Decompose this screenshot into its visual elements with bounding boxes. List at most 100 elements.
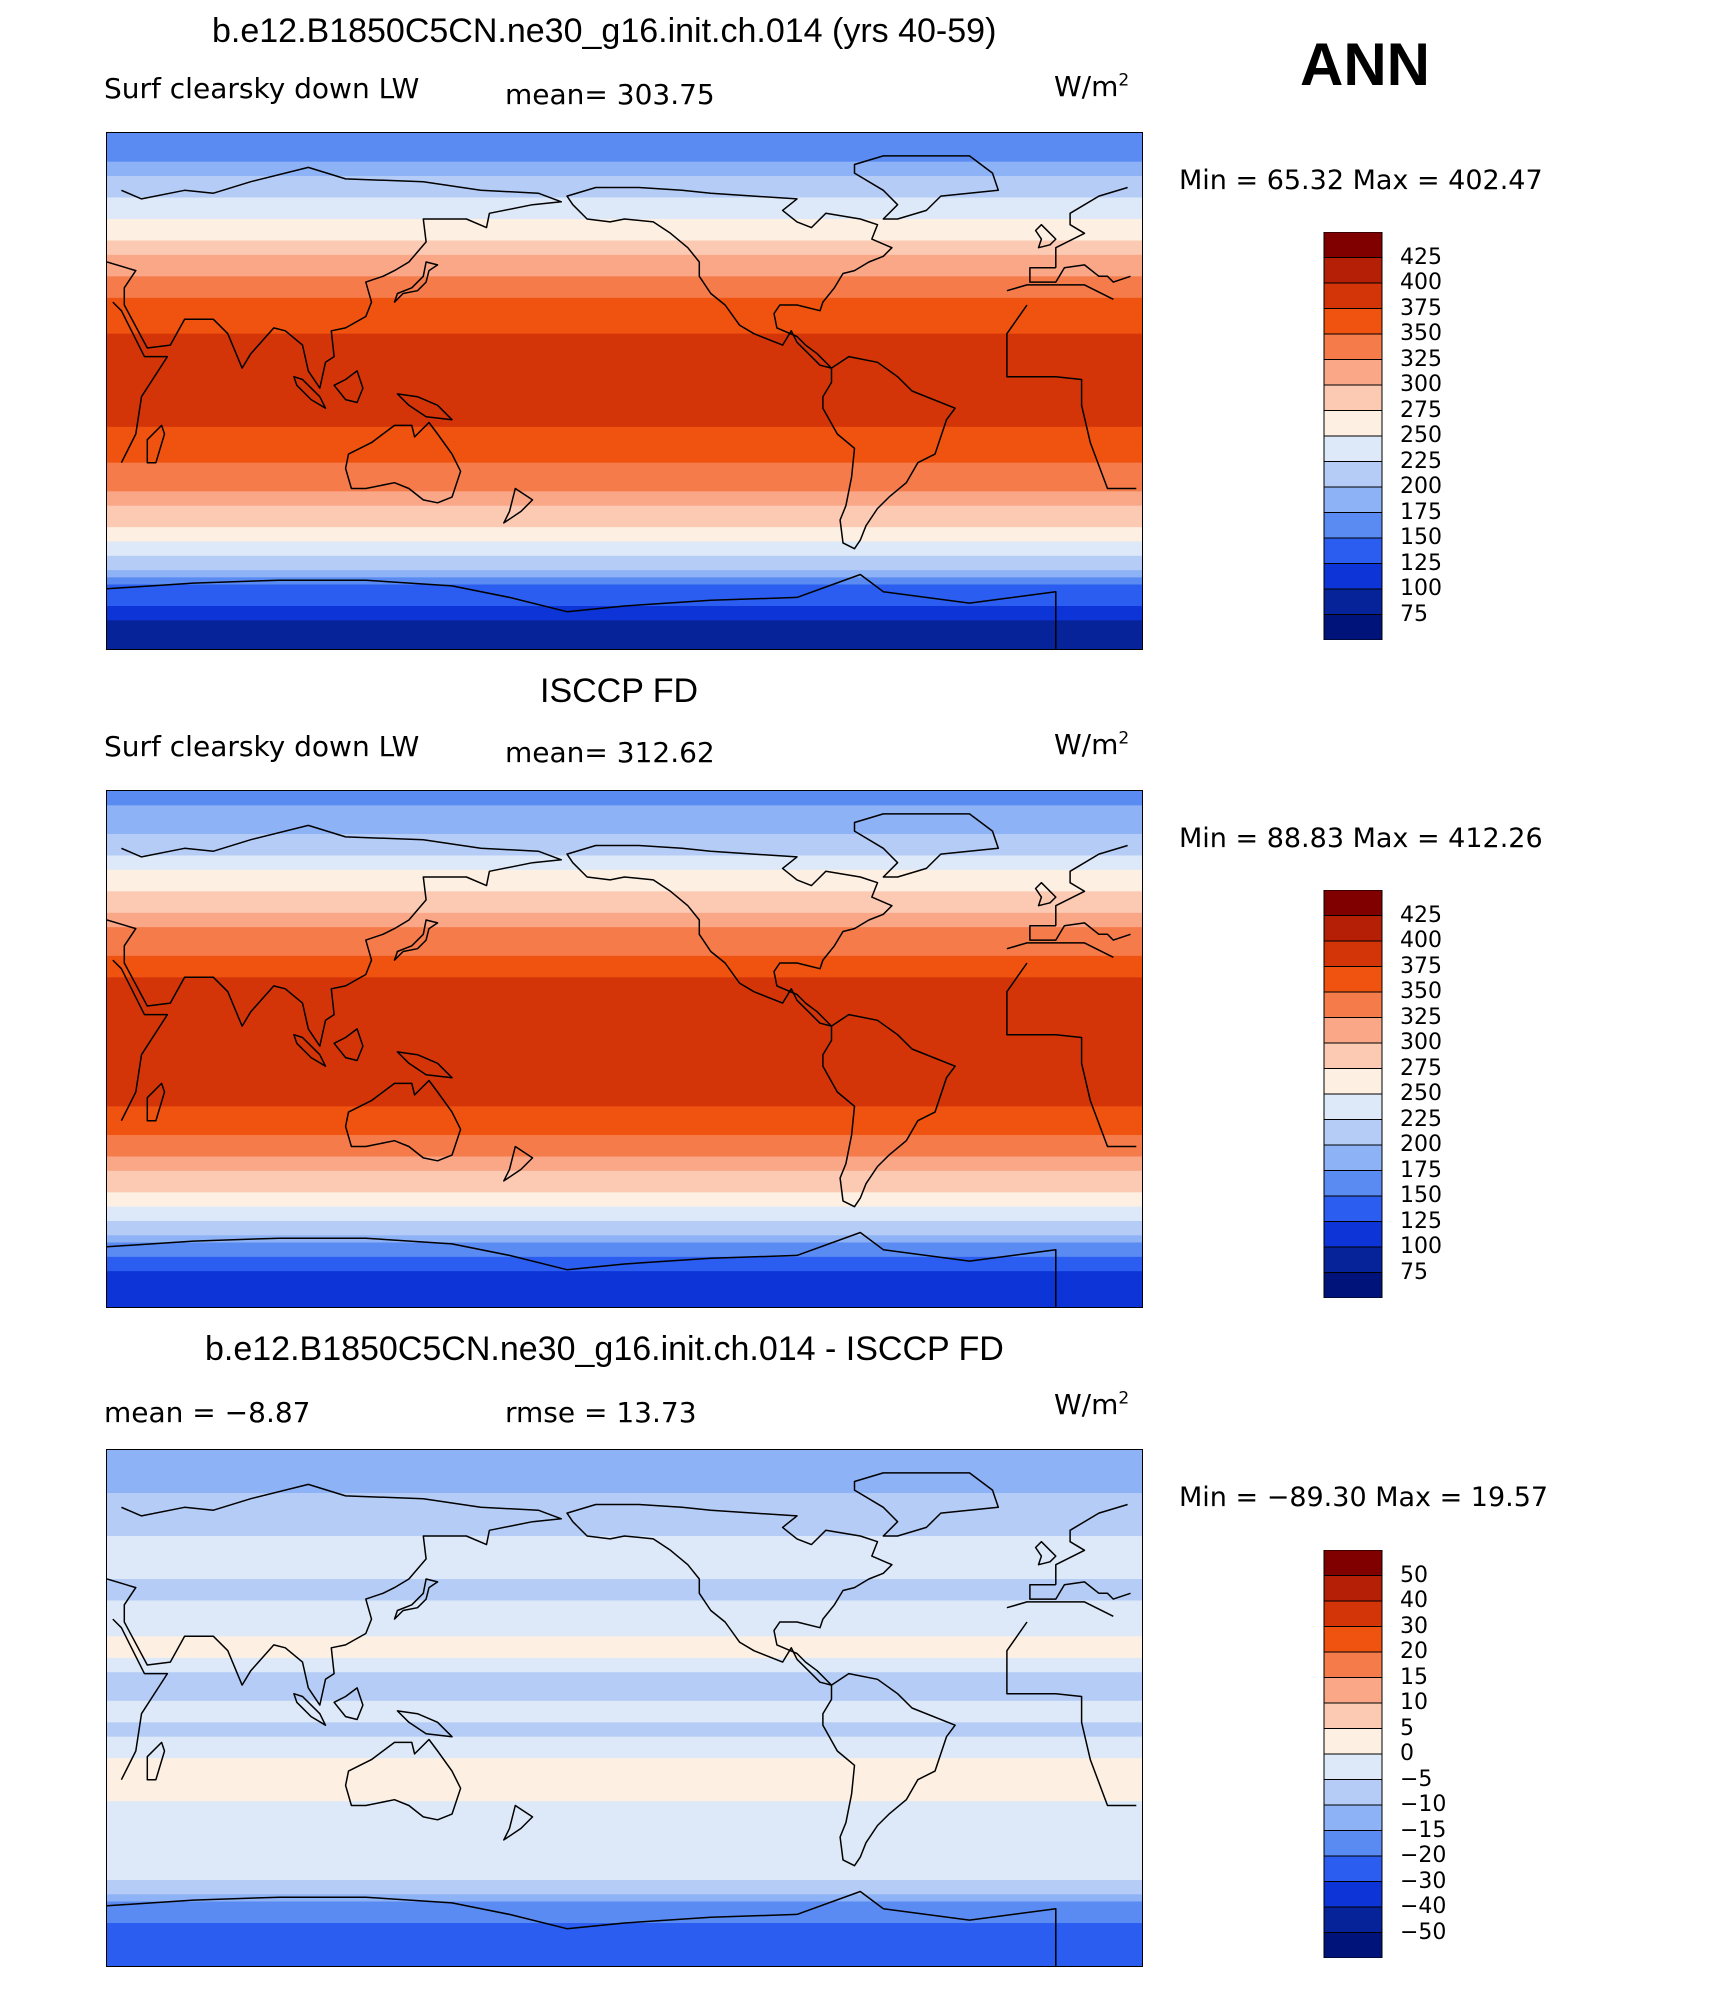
colorbar-tick-label: 75 [1400,601,1428,627]
map-band [107,269,1142,277]
map-band [107,1264,1142,1272]
panel-2-colorbar-canvas [1323,890,1383,1298]
coastline-eurasia [107,824,563,1047]
map-band [107,1643,1142,1652]
map-band [107,233,1142,242]
map-band [107,798,1142,806]
colorbar-tick-label: 150 [1400,1183,1442,1208]
colorbar-tick-label: 275 [1400,397,1442,423]
colorbar-tick-label: 0 [1400,1741,1414,1766]
map-band [107,948,1142,957]
coastline-borneo [333,1687,364,1721]
map-band [107,426,1142,435]
coastline-north-america [566,1503,893,1686]
map-band [107,1586,1142,1594]
colorbar-box [1323,890,1383,916]
colorbar-tick-label: 425 [1400,902,1442,928]
map-band [107,168,1142,177]
coastline-australia [344,421,462,504]
colorbar-tick-label: 30 [1400,1613,1428,1639]
map-band [107,469,1142,478]
panel-2-colorbar [1323,890,1383,1298]
map-band [107,1923,1142,1931]
coastline-sumatra [293,1692,327,1726]
map-band [107,376,1142,385]
map-band [107,448,1142,457]
map-band [107,1242,1142,1251]
map-band [107,140,1142,148]
panel-1-colorbar-canvas [1323,232,1383,640]
map-band [107,1557,1142,1566]
map-band [107,1665,1142,1673]
map-band [107,1213,1142,1222]
colorbar-box [1323,1881,1383,1908]
map-band [107,1249,1142,1258]
colorbar-tick-label: 10 [1400,1690,1428,1715]
map-band [107,1221,1142,1229]
coastline-eurasia [1055,186,1128,268]
coastline-new-guinea [396,393,453,421]
map-band [107,1693,1142,1702]
map-band [107,1765,1142,1774]
map-band [107,862,1142,871]
map-band [107,1020,1142,1029]
map-band [107,812,1142,821]
colorbar-box [1323,1728,1383,1755]
map-band [107,254,1142,263]
map-band [107,1493,1142,1501]
map-band [107,505,1142,514]
colorbar-tick-label: 225 [1400,1106,1442,1132]
colorbar-tick-label: 375 [1400,295,1442,321]
map-band [107,1887,1142,1895]
coastline-greenland [853,813,1000,878]
map-band [107,891,1142,900]
map-band [107,541,1142,550]
colorbar-box [1323,486,1383,513]
map-band [107,262,1142,270]
map-band [107,1708,1142,1716]
map-band [107,1944,1142,1953]
panel-2-variable-label: Surf clearsky down LW [104,730,420,763]
colorbar-box [1323,991,1383,1018]
colorbar-box [1323,1195,1383,1222]
coastline-sumatra [293,375,327,409]
panel-1-map-canvas [107,133,1142,649]
map-band [107,290,1142,299]
map-band [107,355,1142,363]
map-band [107,591,1142,600]
map-band [107,941,1142,950]
colorbar-box [1323,1550,1383,1576]
map-band [107,1013,1142,1021]
colorbar-tick-label: −50 [1400,1919,1447,1945]
coastline-antarctica [107,1231,1057,1307]
map-band [107,1485,1142,1494]
colorbar-box [1323,435,1383,462]
coastline-uk [1034,881,1057,907]
colorbar-tick-label: 200 [1400,474,1442,499]
map-band [107,1285,1142,1294]
panel-3-minmax: Min = −89.30 Max = 19.57 [1179,1482,1549,1513]
map-band [107,1686,1142,1695]
colorbar-tick-label: 250 [1400,423,1442,448]
colorbar-box [1323,1246,1383,1273]
coastline-uk [1034,1540,1057,1566]
map-band [107,920,1142,928]
colorbar-box [1323,461,1383,488]
coastline-japan [393,1578,439,1620]
map-band [107,1235,1142,1244]
colorbar-tick-label: 125 [1400,1208,1442,1234]
map-band [107,1679,1142,1688]
colorbar-box [1323,1855,1383,1882]
colorbar-tick-label: 400 [1400,928,1442,953]
map-band [107,455,1142,464]
map-band [107,1178,1142,1186]
coastline-eurasia [1029,1581,1131,1600]
map-band [107,991,1142,1000]
map-band [107,905,1142,914]
coastline-greenland [853,1472,1000,1537]
map-band [107,1536,1142,1544]
coastline-borneo [333,370,364,404]
map-band [107,412,1142,421]
coastline-nz [503,1804,534,1841]
colorbar-box [1323,359,1383,386]
